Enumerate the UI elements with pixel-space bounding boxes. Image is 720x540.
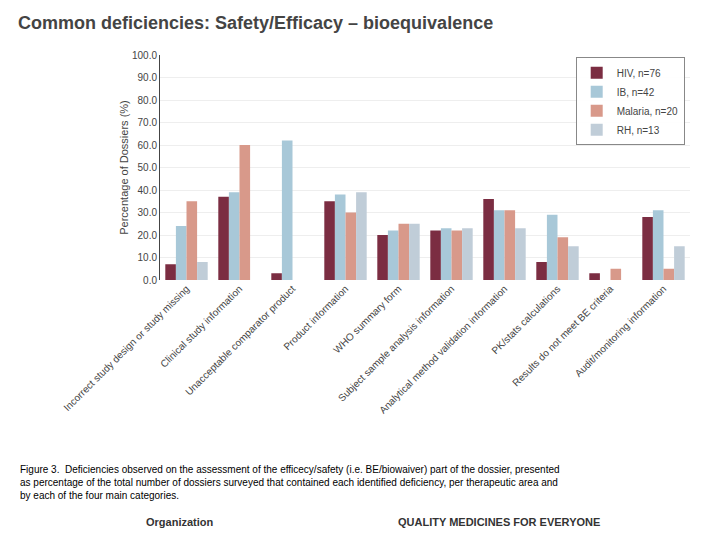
svg-text:0.0: 0.0 [143,275,157,286]
svg-text:WHO summary form: WHO summary form [331,283,403,355]
svg-text:Organization: Organization [146,516,214,528]
svg-text:70.0: 70.0 [138,117,158,128]
svg-text:Unacceptable comparator produc: Unacceptable comparator product [183,283,297,397]
svg-text:90.0: 90.0 [138,72,158,83]
svg-text:Analytical method validation i: Analytical method validation information [377,283,509,415]
svg-text:IB, n=42: IB, n=42 [617,87,655,98]
svg-text:Subject sample analysis inform: Subject sample analysis information [336,283,457,404]
svg-text:10.0: 10.0 [138,252,158,263]
svg-text:HIV, n=76: HIV, n=76 [617,68,661,79]
svg-text:Figure 3. Deficiencies observ: Figure 3. Deficiencies observed on the a… [20,464,560,501]
svg-text:50.0: 50.0 [138,162,158,173]
svg-text:40.0: 40.0 [138,185,158,196]
svg-text:Audit/monitoring information: Audit/monitoring information [573,283,669,379]
svg-text:20.0: 20.0 [138,230,158,241]
svg-text:60.0: 60.0 [138,140,158,151]
svg-text:Percentage of Dossiers (%): Percentage of Dossiers (%) [118,100,130,235]
svg-text:Product information: Product information [281,283,350,352]
svg-text:PK/stats calculations: PK/stats calculations [489,283,562,356]
svg-text:100.0: 100.0 [132,50,157,61]
svg-text:Results do not meet BE criteri: Results do not meet BE criteria [510,283,616,389]
svg-text:Malaria, n=20: Malaria, n=20 [617,106,678,117]
svg-text:RH, n=13: RH, n=13 [617,125,660,136]
svg-text:30.0: 30.0 [138,207,158,218]
svg-text:QUALITY MEDICINES FOR EVERYONE: QUALITY MEDICINES FOR EVERYONE [398,516,600,528]
svg-text:Common deficiencies: Safety/Ef: Common deficiencies: Safety/Efficacy – b… [18,13,493,33]
svg-text:80.0: 80.0 [138,95,158,106]
svg-text:Incorrect study design or stud: Incorrect study design or study missing [61,283,191,413]
svg-text:Clinical study information: Clinical study information [158,283,244,369]
